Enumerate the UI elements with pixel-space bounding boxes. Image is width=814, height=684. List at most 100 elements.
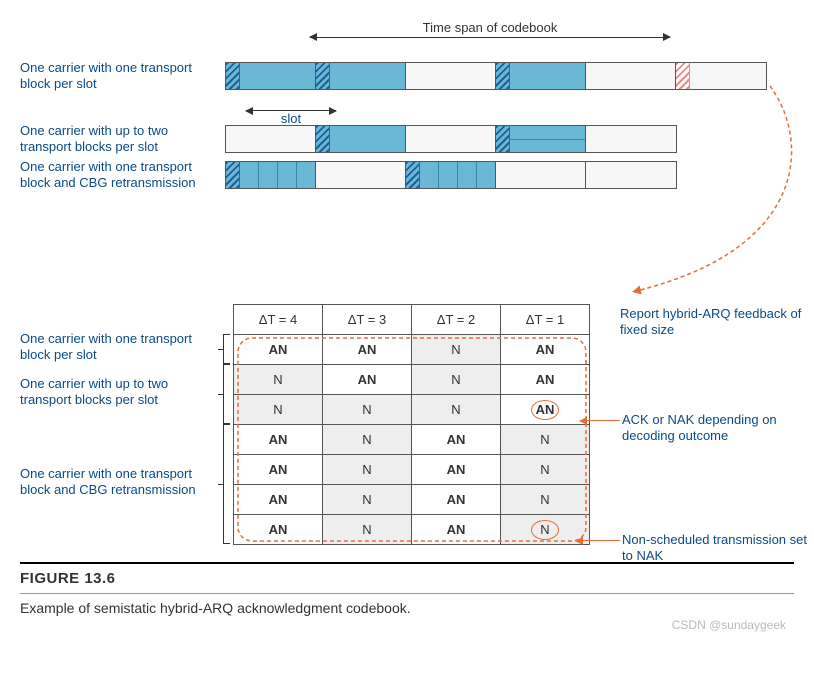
cell-value: N	[362, 522, 371, 537]
slot	[676, 63, 766, 89]
carrier-row-label: One carrier with one transport block and…	[20, 159, 225, 192]
timespan-label: Time span of codebook	[310, 20, 670, 38]
table-cell: N	[412, 365, 501, 395]
hatch-icon	[226, 162, 240, 188]
table-header: ΔT = 1	[501, 305, 590, 335]
table-cell: N	[412, 335, 501, 365]
slot	[406, 162, 496, 188]
table-header: ΔT = 3	[323, 305, 412, 335]
slot	[586, 126, 676, 152]
table-header: ΔT = 4	[234, 305, 323, 335]
cell-value: N	[540, 432, 549, 447]
cell-value: N	[362, 402, 371, 417]
slot	[496, 126, 586, 152]
circled-value: N	[531, 520, 559, 540]
slot	[586, 63, 676, 89]
hatch-icon	[406, 162, 420, 188]
cell-value: N	[362, 492, 371, 507]
annot-ack-nak: ACK or NAK depending on decoding outcome	[622, 412, 812, 445]
table-cell: AN	[412, 515, 501, 545]
hatch-icon	[496, 63, 510, 89]
figure-rule	[20, 562, 794, 564]
table-cell: AN	[234, 425, 323, 455]
hatch-icon	[226, 63, 240, 89]
cell-value: N	[362, 432, 371, 447]
cbg-subslots	[240, 162, 315, 188]
figure-caption: Example of semistatic hybrid-ARQ acknowl…	[20, 593, 794, 616]
cell-value: N	[451, 342, 460, 357]
table-cell: N	[501, 485, 590, 515]
cbg-subslots	[420, 162, 495, 188]
cell-value: AN	[447, 492, 466, 507]
table-row: AN N AN N	[234, 485, 590, 515]
midline	[510, 139, 585, 140]
cell-value: AN	[269, 462, 288, 477]
table-cell: AN	[234, 335, 323, 365]
cell-value: AN	[269, 432, 288, 447]
cell-value: AN	[447, 522, 466, 537]
carrier-bar	[225, 161, 677, 189]
carrier-row: One carrier with one transport block per…	[20, 60, 767, 93]
table-left-label: One carrier with one transport block and…	[20, 466, 215, 499]
brace-icon	[223, 334, 229, 364]
watermark: CSDN @sundaygeek	[672, 618, 786, 636]
cell-value: N	[451, 402, 460, 417]
cell-value: AN	[447, 462, 466, 477]
cell-value: AN	[358, 372, 377, 387]
codebook-table-wrap: ΔT = 4ΔT = 3ΔT = 2ΔT = 1ANANNANNANNANNNN…	[20, 304, 794, 584]
table-cell: N	[234, 365, 323, 395]
hatch-icon	[316, 63, 330, 89]
table-cell: N	[501, 455, 590, 485]
slot	[406, 126, 496, 152]
slot	[226, 63, 316, 89]
slot	[496, 63, 586, 89]
slot	[586, 162, 676, 188]
table-cell: AN	[501, 335, 590, 365]
table-cell: AN	[234, 455, 323, 485]
slot	[316, 162, 406, 188]
table-cell: AN	[412, 455, 501, 485]
codebook-table: ΔT = 4ΔT = 3ΔT = 2ΔT = 1ANANNANNANNANNNN…	[233, 304, 590, 545]
cell-value: AN	[269, 492, 288, 507]
annot-fixed-size: Report hybrid-ARQ feedback of fixed size	[620, 306, 810, 339]
carrier-bar	[225, 125, 677, 153]
table-row: AN N AN N	[234, 515, 590, 545]
table-cell: AN	[323, 335, 412, 365]
slot	[226, 162, 316, 188]
cell-value: N	[273, 372, 282, 387]
cell-value: N	[362, 462, 371, 477]
carrier-row-label: One carrier with up to two transport blo…	[20, 123, 225, 156]
table-cell: AN	[234, 485, 323, 515]
cell-value: N	[540, 492, 549, 507]
carrier-row-label: One carrier with one transport block per…	[20, 60, 225, 93]
table-cell: AN	[412, 485, 501, 515]
table-row: AN N AN N	[234, 455, 590, 485]
hatch-icon	[496, 126, 510, 152]
table-left-label: One carrier with up to two transport blo…	[20, 376, 215, 409]
slot	[226, 126, 316, 152]
table-row: NNNAN	[234, 395, 590, 425]
cell-value: AN	[447, 432, 466, 447]
table-cell: N	[323, 425, 412, 455]
cell-value: AN	[269, 522, 288, 537]
cell-value: N	[273, 402, 282, 417]
table-cell: N	[323, 515, 412, 545]
slot-label: slot	[246, 108, 336, 126]
table-cell: AN	[323, 365, 412, 395]
brace-icon	[223, 364, 229, 424]
slot	[316, 63, 406, 89]
annot-ack-nak-line	[580, 420, 620, 421]
cell-value: AN	[358, 342, 377, 357]
carrier-bar	[225, 62, 767, 90]
table-cell: N	[501, 425, 590, 455]
table-row: AN N AN N	[234, 425, 590, 455]
cell-value: AN	[536, 372, 555, 387]
hatch-pink-icon	[676, 63, 690, 89]
figure-number: FIGURE 13.6	[20, 570, 794, 587]
hatch-icon	[316, 126, 330, 152]
slot	[316, 126, 406, 152]
brace-icon	[223, 424, 229, 544]
annot-non-sched-line	[576, 540, 620, 541]
carrier-row: One carrier with up to two transport blo…	[20, 123, 767, 156]
table-row: N AN N AN	[234, 365, 590, 395]
